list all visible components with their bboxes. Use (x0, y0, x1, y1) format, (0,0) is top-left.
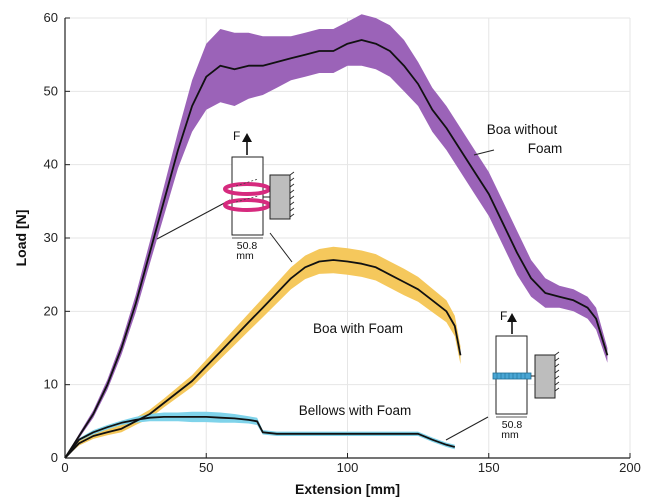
x-tick-label: 150 (478, 460, 500, 475)
arrow-head-icon (507, 313, 517, 322)
specimen-block (231, 156, 264, 236)
series-line-1 (64, 259, 462, 459)
dimension-value: 50.8 (237, 240, 258, 252)
force-label: F (500, 309, 507, 323)
series-band-2 (65, 411, 455, 458)
bellows-ribs (496, 373, 526, 379)
force-label: F (233, 129, 240, 143)
dimension-unit: mm (501, 429, 519, 441)
y-axis-title: Load [N] (13, 210, 29, 267)
inset-bellows-specimen: F 50.8 mm (445, 309, 560, 441)
fixture-plate (269, 174, 291, 220)
x-tick-label: 0 (61, 460, 68, 475)
dimension-value: 50.8 (502, 419, 523, 431)
y-tick-label: 50 (44, 83, 58, 98)
hatch-icon (289, 171, 295, 218)
boa-coil-icon (223, 182, 271, 196)
annotation-boa-without-foam: Boa without Foam (473, 122, 563, 156)
fixture-plate (534, 354, 556, 399)
x-tick-label: 200 (619, 460, 641, 475)
y-tick-label: 30 (44, 230, 58, 245)
x-tick-label: 50 (199, 460, 213, 475)
leader-line (156, 199, 231, 240)
annotation-line: Boa without (487, 122, 558, 137)
series-line-0 (64, 39, 609, 459)
annotation-boa-with-foam: Boa with Foam (313, 321, 403, 336)
y-tick-label: 60 (44, 10, 58, 25)
annotation-line: Boa with Foam (313, 321, 403, 336)
confidence-bands (65, 14, 608, 459)
hatch-icon (554, 351, 560, 392)
annotation-bellows-with-foam: Bellows with Foam (299, 403, 412, 418)
annotation-line: Bellows with Foam (299, 403, 412, 418)
leader-line (269, 232, 293, 263)
y-tick-label: 0 (51, 450, 58, 465)
leader-line (445, 416, 489, 441)
y-tick-label: 10 (44, 377, 58, 392)
series-line-2 (64, 416, 456, 459)
series-lines (64, 39, 609, 459)
y-tick-label: 40 (44, 157, 58, 172)
x-axis-title: Extension [mm] (295, 481, 400, 497)
boa-coil-icon (223, 198, 271, 212)
inset-boa-specimen: F 50.8 mm (156, 129, 295, 263)
leader-line (473, 149, 495, 156)
dimension-unit: mm (236, 250, 254, 262)
x-tick-label: 100 (337, 460, 359, 475)
y-tick-label: 20 (44, 303, 58, 318)
series-band-1 (65, 246, 461, 458)
series-band-0 (65, 14, 608, 459)
tick-labels: 0 50 100 150 200 0 10 20 30 40 50 60 (44, 10, 641, 475)
annotation-line: Foam (528, 141, 563, 156)
arrow-head-icon (242, 133, 252, 142)
